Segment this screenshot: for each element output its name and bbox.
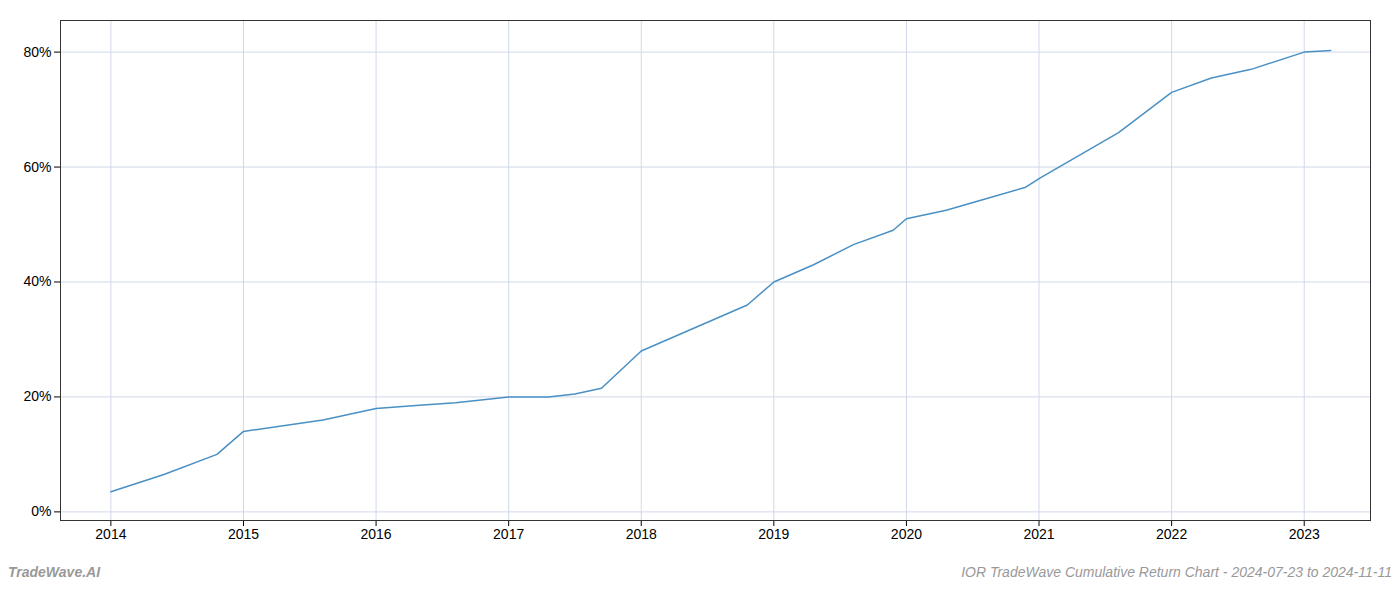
svg-text:60%: 60%: [23, 159, 51, 175]
svg-text:20%: 20%: [23, 388, 51, 404]
svg-text:2021: 2021: [1023, 526, 1054, 542]
html-text:TradeWave.AI: TradeWave.AI: [8, 564, 101, 580]
svg-text:2014: 2014: [95, 526, 126, 542]
html-text:IOR TradeWave Cumulative Retur: IOR TradeWave Cumulative Return Chart - …: [961, 564, 1392, 580]
svg-text:2019: 2019: [758, 526, 789, 542]
svg-text:2020: 2020: [891, 526, 922, 542]
svg-text:2017: 2017: [493, 526, 524, 542]
svg-text:2023: 2023: [1289, 526, 1320, 542]
svg-text:2015: 2015: [228, 526, 259, 542]
svg-text:80%: 80%: [23, 44, 51, 60]
svg-text:40%: 40%: [23, 273, 51, 289]
svg-text:2022: 2022: [1156, 526, 1187, 542]
svg-text:2016: 2016: [360, 526, 391, 542]
svg-text:2018: 2018: [626, 526, 657, 542]
svg-text:0%: 0%: [31, 503, 51, 519]
